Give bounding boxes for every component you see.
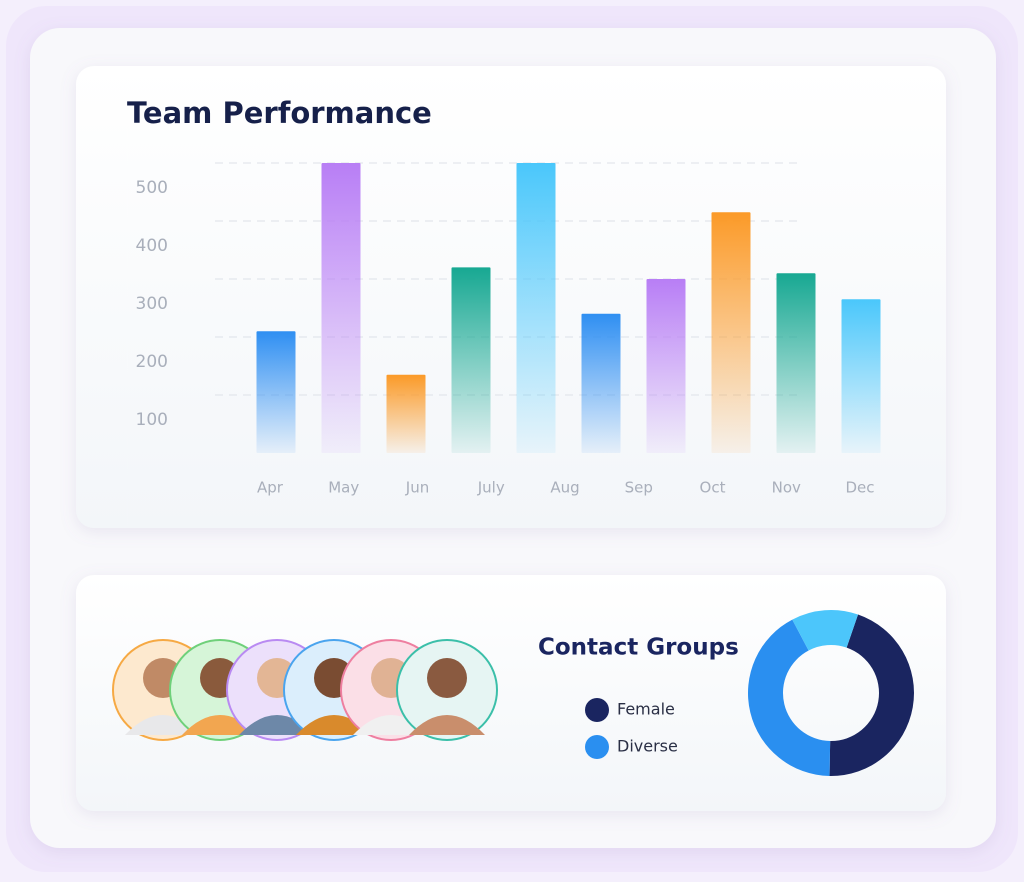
- donut-slice: [792, 609, 859, 651]
- legend-swatch: [585, 698, 609, 722]
- legend-label: Female: [617, 700, 675, 719]
- bar: [711, 212, 751, 453]
- y-tick-label: 400: [136, 236, 168, 256]
- x-tick-label: Jun: [405, 479, 429, 497]
- bar: [646, 279, 686, 453]
- bar: [516, 163, 556, 453]
- avatars: [112, 639, 498, 741]
- contacts-panel: [76, 575, 946, 811]
- x-tick-label: May: [328, 479, 359, 497]
- legend-label: Diverse: [617, 737, 678, 756]
- bar: [451, 267, 491, 453]
- bar: [386, 374, 426, 453]
- y-tick-label: 300: [136, 294, 168, 314]
- x-tick-label: Oct: [700, 479, 726, 497]
- bar: [581, 313, 621, 453]
- y-tick-label: 200: [136, 352, 168, 372]
- x-tick-label: Sep: [625, 479, 653, 497]
- donut-title: Contact Groups: [538, 635, 739, 661]
- bar: [776, 273, 816, 453]
- avatar: [396, 639, 498, 741]
- donut-slice: [747, 619, 831, 776]
- legend-swatch: [585, 735, 609, 759]
- chart-title: Team Performance: [127, 96, 432, 130]
- y-tick-label: 500: [136, 178, 168, 198]
- bar: [841, 299, 881, 453]
- donut-slice: [829, 614, 914, 776]
- y-tick-label: 100: [136, 410, 168, 430]
- bar: [256, 331, 296, 453]
- x-tick-label: July: [477, 479, 505, 497]
- x-tick-label: Aug: [550, 479, 579, 497]
- x-tick-label: Apr: [257, 479, 284, 497]
- x-tick-label: Dec: [845, 479, 874, 497]
- x-tick-label: Nov: [772, 479, 801, 497]
- bar: [321, 163, 361, 453]
